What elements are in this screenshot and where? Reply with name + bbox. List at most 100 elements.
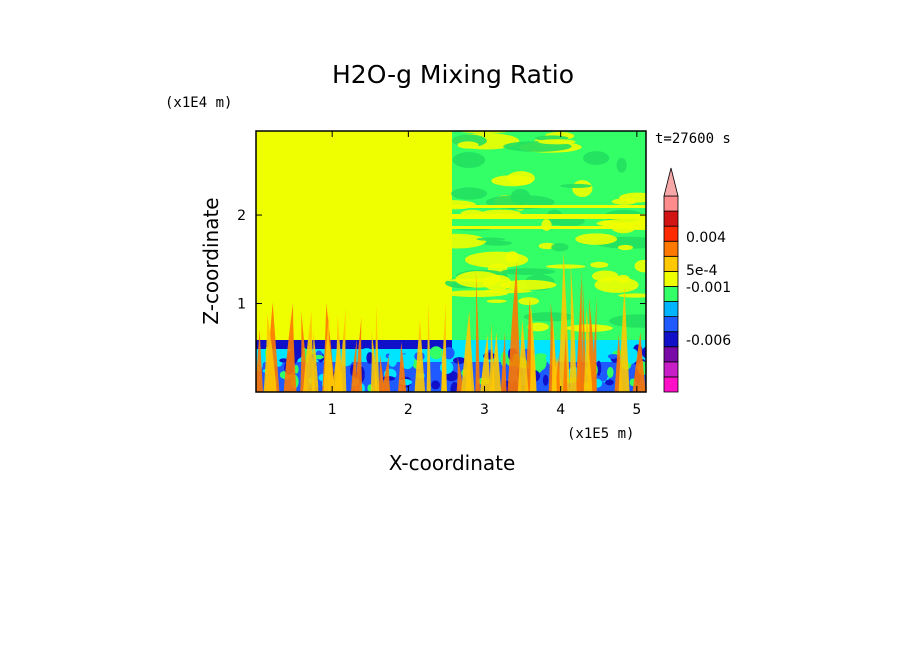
texture-patch	[518, 297, 540, 306]
boundary-layer-top	[256, 340, 452, 349]
texture-patch	[605, 379, 614, 386]
texture-patch	[499, 279, 557, 290]
plume	[529, 298, 537, 392]
colorbar-segment	[663, 331, 679, 348]
plume	[489, 322, 495, 392]
plume	[581, 280, 586, 392]
plume	[551, 315, 557, 392]
plot-frame	[255, 130, 647, 393]
texture-patch	[364, 371, 374, 380]
texture-patch	[546, 264, 586, 269]
texture-patch	[542, 374, 549, 386]
plume	[283, 303, 297, 392]
y-axis: 12	[237, 208, 646, 313]
colorbar-label: -0.006	[686, 333, 731, 349]
x-tick-label: 3	[480, 402, 489, 418]
texture-patch	[366, 352, 374, 364]
plume	[558, 251, 571, 392]
texture-patch	[455, 271, 501, 288]
texture-patch	[279, 358, 289, 363]
texture-patch	[600, 218, 646, 228]
y-axis-label: Z-coordinate	[199, 197, 223, 324]
texture-patch	[634, 259, 646, 273]
colorbar-segment	[663, 376, 679, 393]
plume	[500, 331, 507, 392]
colorbar-label: 0.004	[686, 230, 726, 246]
plume	[311, 329, 319, 392]
texture-patch	[617, 244, 634, 251]
plume	[586, 338, 593, 392]
plumes	[256, 251, 646, 392]
y-tick-label: 1	[237, 297, 246, 313]
colorbar-segment	[663, 286, 679, 302]
plume	[426, 300, 431, 392]
colorbar-label: 5e-4	[686, 263, 718, 279]
colorbar-segment	[663, 210, 679, 227]
texture-patch	[426, 233, 486, 249]
texture-patch	[482, 240, 513, 246]
plume	[632, 332, 646, 392]
plume	[374, 303, 380, 392]
x-tick-label: 1	[328, 402, 337, 418]
plume	[461, 310, 475, 392]
plume	[323, 311, 331, 392]
texture-patch	[501, 268, 556, 275]
texture-patch	[624, 348, 638, 364]
texture-band	[452, 205, 646, 208]
texture-patch	[535, 353, 547, 359]
plume	[441, 348, 448, 392]
texture-patch	[583, 151, 610, 165]
texture-patch	[616, 157, 627, 173]
plume	[263, 313, 277, 392]
plume	[303, 310, 315, 392]
texture-patch	[486, 299, 507, 304]
plume	[569, 262, 577, 392]
texture-patch	[551, 243, 569, 252]
texture-patch	[345, 372, 354, 387]
plume	[355, 316, 363, 392]
texture-patch	[505, 251, 519, 264]
plume	[414, 318, 426, 392]
texture-patch	[590, 261, 609, 268]
colorbar-segment	[663, 240, 679, 257]
colorbar-label: -0.001	[686, 280, 731, 296]
colorbar-segment	[663, 346, 679, 363]
plume	[507, 261, 522, 392]
texture-patch	[452, 152, 486, 168]
x-unit-label: (x1E5 m)	[567, 426, 634, 442]
texture-patch	[431, 380, 441, 390]
colorbar-segment	[663, 361, 679, 378]
colorbar-segment	[663, 270, 679, 287]
texture-band	[452, 226, 646, 229]
texture-patch	[541, 219, 552, 231]
x-axis-label: X-coordinate	[389, 451, 516, 475]
plume	[351, 338, 358, 392]
texture-patch	[491, 175, 533, 187]
colorbar-segment	[663, 316, 679, 333]
texture-patch	[575, 233, 617, 245]
plume	[577, 269, 583, 392]
texture-patch	[572, 180, 593, 197]
texture-patch	[464, 251, 529, 268]
colorbar-extend-arrow	[663, 167, 679, 197]
plume	[334, 314, 343, 392]
y-unit-label: (x1E4 m)	[165, 95, 232, 111]
texture-patch	[607, 366, 614, 378]
texture-patch	[537, 139, 576, 145]
colorbar-segment	[663, 195, 679, 212]
chart-title: H2O-g Mixing Ratio	[332, 60, 574, 89]
region-upper-left	[256, 131, 452, 344]
y-tick-label: 2	[237, 208, 246, 224]
plume	[256, 328, 264, 392]
plume	[378, 354, 385, 392]
texture-patch	[618, 293, 646, 298]
texture-patch	[388, 352, 398, 367]
plume	[517, 319, 529, 392]
texture-band	[452, 214, 646, 219]
plume	[382, 355, 391, 392]
plume	[475, 270, 480, 392]
x-axis: 1 2 3 4 5	[328, 131, 641, 418]
plume	[618, 286, 630, 392]
